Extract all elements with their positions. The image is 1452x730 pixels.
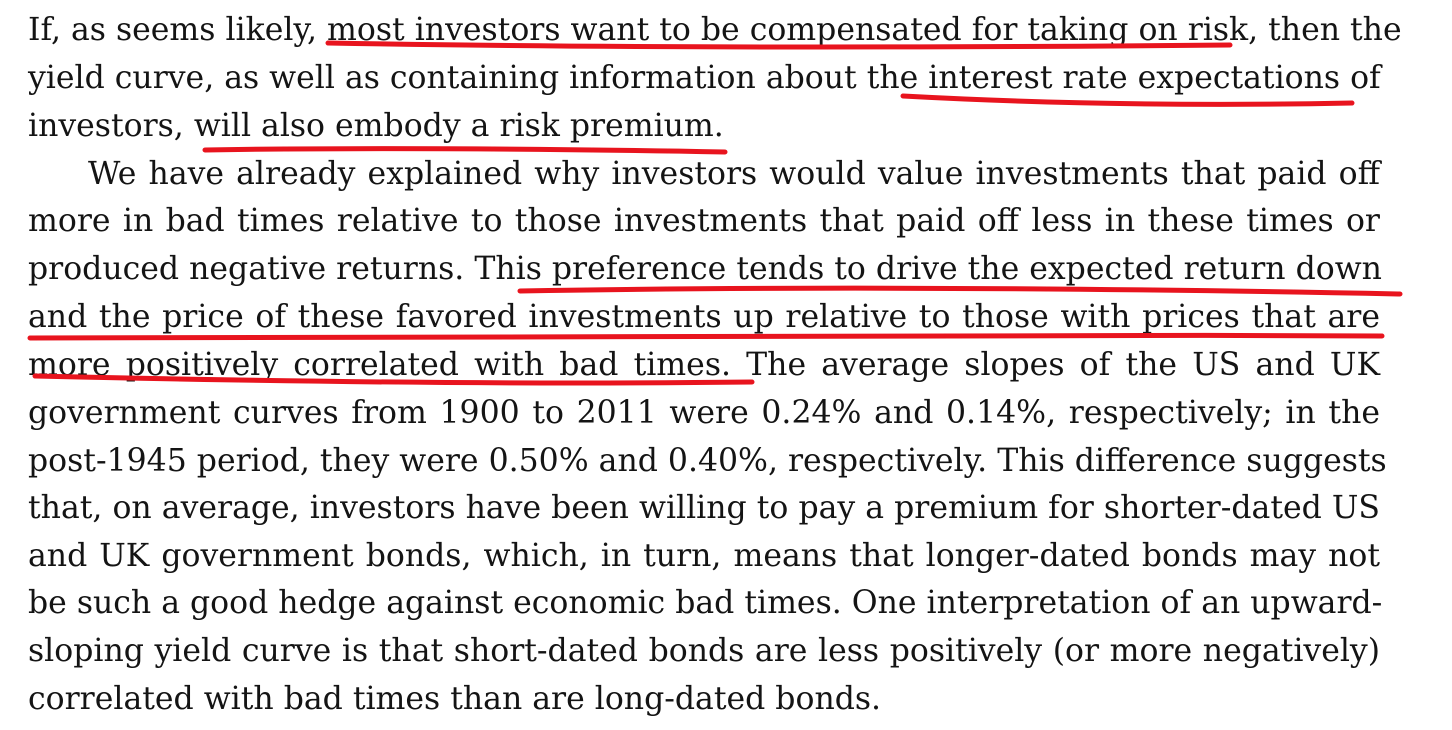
text-line-4: We have already explained why investors …	[88, 156, 1380, 192]
text-line-8: more positively correlated with bad time…	[28, 347, 1380, 383]
text-line-2: yield curve, as well as containing infor…	[28, 60, 1381, 96]
text-line-10: post-1945 period, they were 0.50% and 0.…	[28, 443, 1387, 479]
text-line-9: government curves from 1900 to 2011 were…	[28, 395, 1380, 431]
text-line-5: more in bad times relative to those inve…	[28, 203, 1380, 239]
text-line-3: investors, will also embody a risk premi…	[28, 108, 724, 144]
text-line-14: sloping yield curve is that short-dated …	[28, 633, 1380, 669]
text-line-7: and the price of these favored investmen…	[28, 299, 1380, 335]
text-line-6: produced negative returns. This preferen…	[28, 251, 1382, 287]
text-line-13: be such a good hedge against economic ba…	[28, 585, 1383, 621]
text-line-11: that, on average, investors have been wi…	[28, 490, 1380, 526]
text-line-15: correlated with bad times than are long-…	[28, 681, 882, 717]
text-line-12: and UK government bonds, which, in turn,…	[28, 538, 1380, 574]
text-line-1: If, as seems likely, most investors want…	[28, 12, 1402, 48]
